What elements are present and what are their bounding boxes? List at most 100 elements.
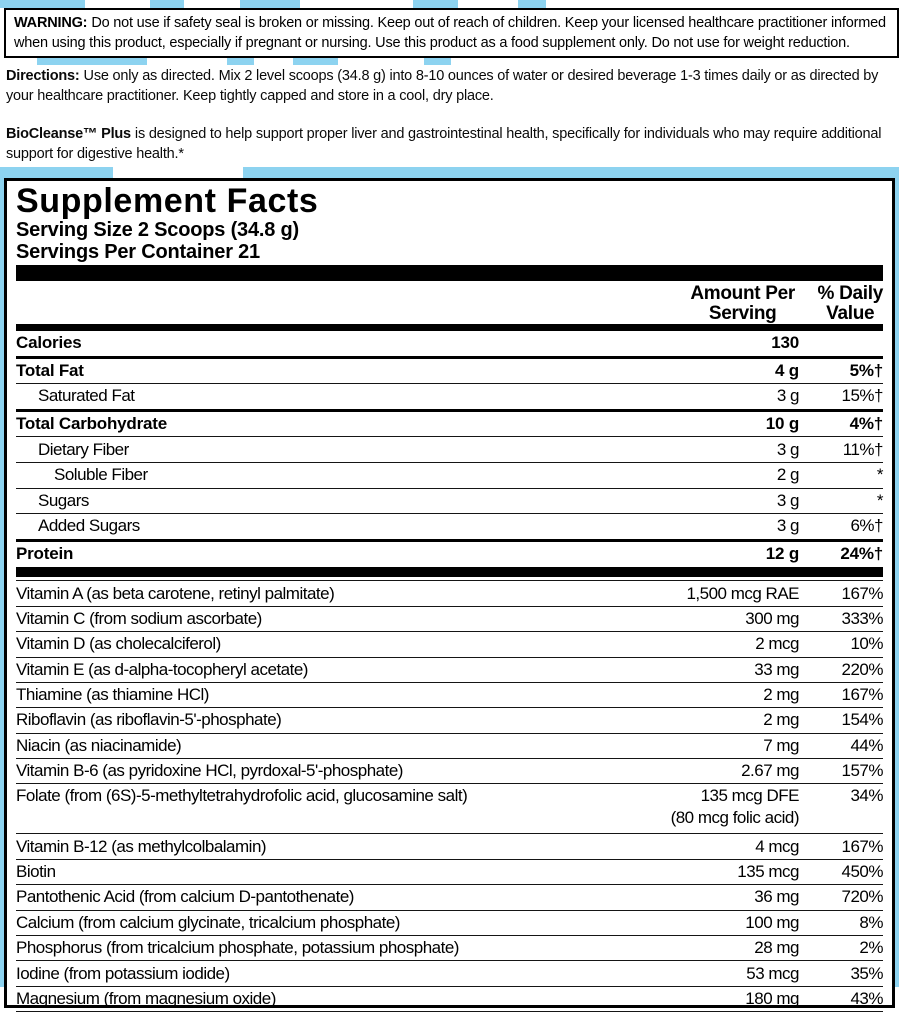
nutrient-amount: 3 g <box>776 516 800 536</box>
nutrient-daily-value: 44% <box>850 735 883 755</box>
nutrient-name: Thiamine (as thiamine HCl) <box>16 685 209 705</box>
nutrient-amount: 28 mg <box>754 938 799 958</box>
background-accent <box>0 167 113 178</box>
nutrient-daily-value: 11%† <box>842 439 884 459</box>
nutrient-daily-value: 8% <box>859 912 883 932</box>
background-accent <box>518 0 546 8</box>
product-name: BioCleanse™ Plus <box>6 126 131 142</box>
table-row: Calcium (from calcium glycinate, tricalc… <box>16 911 884 937</box>
nutrient-name: Niacin (as niacinamide) <box>16 735 182 755</box>
column-headers: Amount Per Serving % Daily Value <box>16 281 883 324</box>
table-row: Riboflavin (as riboflavin-5'-phosphate) 2… <box>16 708 884 734</box>
nutrient-daily-value: 10% <box>850 634 883 654</box>
nutrient-daily-value: 35% <box>850 963 883 983</box>
nutrient-amount: 3 g <box>776 386 800 406</box>
background-accent <box>293 57 338 65</box>
nutrient-amount: 7 mg <box>763 735 799 755</box>
nutrient-daily-value: 167% <box>841 685 884 705</box>
nutrient-name: Iodine (from potassium iodide) <box>16 963 230 983</box>
nutrient-daily-value: 167% <box>841 836 884 856</box>
table-row: Total Carbohydrate 10 g 4%† <box>16 412 883 438</box>
nutrient-daily-value: 34% <box>850 786 883 806</box>
nutrient-amount: 100 mg <box>745 912 799 932</box>
nutrient-name: Calories <box>16 333 82 353</box>
amount-header-line1: Amount Per <box>690 283 795 304</box>
table-row: Vitamin B-6 (as pyridoxine HCl, pyrdoxal… <box>16 759 884 785</box>
nutrient-amount-secondary: (80 mcg folic acid) <box>670 808 800 828</box>
nutrient-daily-value: 450% <box>841 862 884 882</box>
nutrient-name: Soluble Fiber <box>54 465 148 485</box>
background-accent <box>424 57 451 65</box>
background-accent <box>240 0 300 8</box>
serving-size: Serving Size 2 Scoops (34.8 g) <box>16 219 299 241</box>
nutrient-amount: 2 mg <box>763 710 799 730</box>
table-row: Saturated Fat 3 g 15%† <box>16 384 884 412</box>
table-row: Total Fat 4 g 5%† <box>16 359 883 385</box>
nutrient-amount: 2.67 mg <box>741 761 799 781</box>
nutrient-amount: 130 <box>771 333 799 353</box>
warning-label: WARNING: <box>14 15 88 31</box>
table-row: Phosphorus (from tricalcium phosphate, p… <box>16 936 884 962</box>
background-accent <box>0 178 4 987</box>
nutrient-amount: 53 mcg <box>746 963 799 983</box>
table-row: Vitamin A (as beta carotene, retinyl pal… <box>16 581 884 607</box>
nutrient-amount: 180 mg <box>745 989 799 1008</box>
table-row: Sugars 3 g * <box>16 489 884 515</box>
servings-per-container: Servings Per Container 21 <box>16 241 260 263</box>
nutrient-daily-value: 6%† <box>850 516 883 536</box>
nutrient-name: Vitamin B-12 (as methylcolbalamin) <box>16 836 267 856</box>
nutrient-amount: 12 g <box>765 544 799 564</box>
nutrient-amount: 2 mcg <box>755 634 799 654</box>
nutrient-name: Vitamin B-6 (as pyridoxine HCl, pyrdoxal… <box>16 761 403 781</box>
amount-header-line2: Serving <box>708 303 777 324</box>
nutrient-daily-value: 15%† <box>841 386 884 406</box>
table-row: Dietary Fiber 3 g 11%† <box>16 437 884 463</box>
dv-header-line1: % Daily <box>817 283 884 304</box>
nutrient-name: Total Carbohydrate <box>16 414 167 434</box>
table-row: Protein 12 g 24%† <box>16 542 883 567</box>
nutrient-name: Vitamin C (from sodium ascorbate) <box>16 608 262 628</box>
supplement-facts-panel: Supplement Facts Serving Size 2 Scoops (… <box>4 178 895 1012</box>
nutrient-daily-value: 167% <box>841 583 884 603</box>
nutrient-amount: 300 mg <box>745 608 799 628</box>
table-row: Vitamin B-12 (as methylcolbalamin) 4 mcg 1… <box>16 834 884 860</box>
table-row: Pantothenic Acid (from calcium D-pantoth… <box>16 885 884 911</box>
product-description: BioCleanse™ Plus is designed to help supp… <box>6 124 892 164</box>
nutrient-daily-value: 333% <box>841 608 884 628</box>
background-accent <box>227 57 254 65</box>
background-accent <box>895 178 899 987</box>
background-accent <box>243 167 899 178</box>
directions-text: Use only as directed. Mix 2 level scoops… <box>6 68 879 104</box>
nutrient-daily-value: 43% <box>850 989 883 1008</box>
nutrient-amount: 33 mg <box>754 659 799 679</box>
nutrient-amount: 1,500 mcg RAE <box>686 583 799 603</box>
nutrient-amount: 4 g <box>775 360 799 380</box>
dv-header-line2: Value <box>826 303 875 324</box>
facts-rows: Calories 130 Total Fat 4 g 5%† Saturated Fat 3… <box>16 331 884 1012</box>
table-row: Added Sugars 3 g 6%† <box>16 514 884 542</box>
nutrient-amount: 36 mg <box>754 887 799 907</box>
warning-notice: WARNING: Do not use if safety seal is bro… <box>4 8 899 58</box>
nutrient-name: Phosphorus (from tricalcium phosphate, p… <box>16 938 459 958</box>
nutrient-daily-value: * <box>876 490 884 510</box>
nutrient-amount: 4 mcg <box>755 836 799 856</box>
table-row: Thiamine (as thiamine HCl) 2 mg 167% <box>16 683 884 709</box>
nutrient-amount: 3 g <box>776 439 800 459</box>
table-row: Vitamin C (from sodium ascorbate) 300 mg 3… <box>16 607 884 633</box>
nutrient-daily-value: 5%† <box>849 360 884 380</box>
nutrient-daily-value: 154% <box>841 710 884 730</box>
nutrient-amount: 135 mcg <box>737 862 799 882</box>
directions-label: Directions: <box>6 68 80 84</box>
nutrient-amount: 135 mcg DFE (80 mcg folic acid) <box>604 785 800 829</box>
nutrient-name: Vitamin E (as d-alpha-tocopheryl acetate… <box>16 659 308 679</box>
background-accent <box>150 0 184 8</box>
nutrient-daily-value: 4%† <box>849 414 884 434</box>
nutrient-name: Total Fat <box>16 360 84 380</box>
nutrient-name: Magnesium (from magnesium oxide) <box>16 989 276 1008</box>
nutrient-daily-value: 720% <box>841 887 884 907</box>
nutrient-name: Sugars <box>38 490 89 510</box>
nutrient-daily-value: * <box>876 465 884 485</box>
section-divider <box>16 567 883 578</box>
background-accent <box>0 0 85 8</box>
table-row: Vitamin E (as d-alpha-tocopheryl acetate… <box>16 658 884 683</box>
